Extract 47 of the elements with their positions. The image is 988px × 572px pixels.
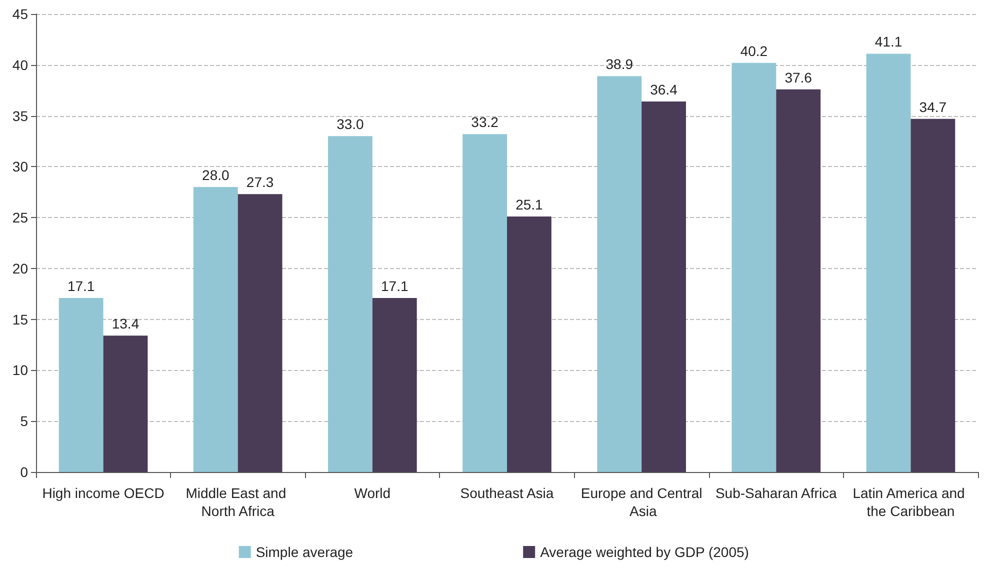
bar [103,336,148,472]
data-label: 41.1 [874,34,902,50]
bar [193,187,238,472]
x-tick-label: Sub-Saharan Africa [715,485,838,501]
bar [507,216,552,472]
data-label: 33.2 [471,114,499,130]
data-label: 38.9 [606,56,634,72]
bar [910,118,956,472]
y-tick-label: 10 [12,362,28,378]
data-label: 37.6 [784,69,812,86]
data-label: 28.0 [202,167,230,184]
legend-label: Average weighted by GDP (2005) [540,544,749,560]
x-tick-label: Middle East and North Africa [186,485,290,519]
x-tick-label: High income OECD [42,485,164,501]
bar [462,134,507,472]
bar [597,76,642,472]
data-label: 40.2 [740,42,768,59]
legend-label: Simple average [256,544,354,560]
x-tick-label: Europe and Central Asia [580,485,702,519]
data-label: 13.4 [112,316,140,332]
bar [642,102,686,472]
bar [776,89,821,472]
bar [58,298,104,472]
bar [732,62,776,472]
data-label: 25.1 [516,196,544,213]
y-tick-label: 5 [20,413,28,430]
bar [328,136,372,472]
data-label: 33.0 [336,116,364,132]
bar [372,298,417,472]
data-label: 27.3 [246,174,274,190]
data-label: 17.1 [381,278,408,294]
y-tick-label: 40 [12,56,28,73]
x-tick-label: Southeast Asia [460,485,554,501]
bar [238,194,282,472]
x-tick-label: World [354,485,391,501]
y-tick-label: 15 [12,311,28,328]
y-tick-label: 0 [20,464,28,480]
y-tick-label: 35 [12,108,28,124]
bar [866,54,911,472]
data-label: 34.7 [919,98,947,115]
data-label: 17.1 [67,278,95,294]
y-tick-label: 45 [12,6,28,22]
data-label: 36.4 [650,82,678,98]
x-tick-label: Latin America and the Caribbean [852,485,969,519]
y-tick-label: 30 [12,158,28,175]
y-tick-label: 20 [12,260,28,276]
y-tick-label: 25 [12,210,28,226]
